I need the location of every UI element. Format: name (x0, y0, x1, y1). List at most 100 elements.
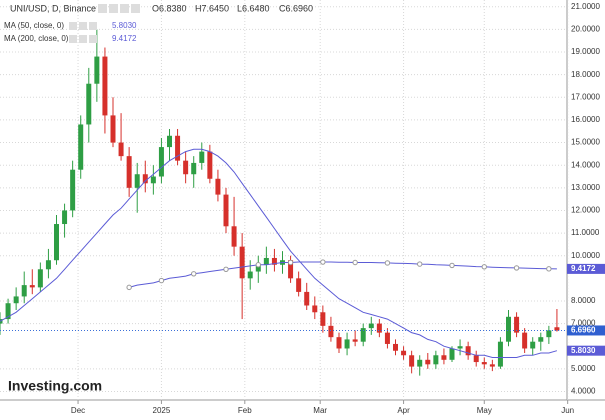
candle-body (21, 285, 27, 297)
candle-body (288, 260, 294, 279)
x-tick-label: Feb (238, 406, 252, 415)
x-tick-label: May (477, 406, 492, 415)
candle-body (368, 323, 374, 329)
ma-marker (158, 277, 165, 284)
icon[interactable] (98, 4, 107, 13)
price-badge-label: 6.6960 (571, 326, 596, 335)
plot (0, 29, 567, 376)
candle-body (409, 355, 415, 367)
candle-body (304, 291, 310, 306)
ma-marker (546, 266, 552, 272)
icon[interactable] (120, 4, 129, 13)
legend-ma50: MA (50, close, 0) (4, 21, 64, 30)
candle-body (263, 257, 269, 265)
candle-body (489, 364, 495, 367)
candle-body (37, 269, 43, 288)
candle-body (360, 328, 366, 342)
candle-body (497, 341, 503, 367)
y-tick-label: 20.0000 (571, 25, 600, 34)
candle-body (239, 246, 245, 279)
icon[interactable] (109, 4, 118, 13)
chart-title: UNI/USD, D, Binance (10, 3, 96, 13)
candle-body (150, 176, 156, 184)
icon[interactable] (131, 4, 140, 13)
legend-ma50-value: 5.8030 (112, 21, 137, 30)
y-tick-label: 8.0000 (571, 296, 596, 305)
candle-body (538, 337, 544, 342)
icon[interactable] (79, 22, 87, 30)
icon[interactable] (69, 35, 77, 43)
y-tick-label: 15.0000 (571, 138, 600, 147)
candle-body (465, 346, 471, 356)
candle-body (110, 115, 116, 143)
candle-body (191, 162, 197, 175)
candle-body (473, 355, 479, 363)
ma-marker (126, 284, 132, 291)
candle-body (522, 332, 528, 349)
icon[interactable] (79, 35, 87, 43)
candle-body (29, 285, 35, 288)
candle-body (441, 355, 447, 360)
grid (0, 0, 569, 404)
candle-body (175, 135, 181, 161)
candle-body (247, 271, 253, 279)
ma-marker (417, 261, 423, 267)
candle-body (5, 303, 11, 320)
ma-badge-label: 9.4172 (571, 264, 596, 273)
candle-body (158, 147, 164, 177)
candle-body (0, 319, 3, 324)
candle-body (336, 337, 342, 349)
ma-badge (567, 263, 605, 274)
candle-body (207, 151, 213, 179)
y-tick-label: 21.0000 (571, 2, 600, 11)
icon[interactable] (69, 22, 77, 30)
ma-badge (567, 345, 605, 356)
candle-body (554, 327, 560, 331)
x-tick-label: Dec (71, 406, 85, 415)
ma-marker (255, 262, 261, 268)
y-tick-label: 12.0000 (571, 206, 600, 215)
ohlc-low: L6.6480 (237, 3, 270, 13)
candle-body (54, 224, 59, 261)
candle-body (231, 226, 237, 247)
y-tick-label: 13.0000 (571, 183, 600, 192)
candle-body (328, 325, 334, 338)
ma-marker (223, 266, 229, 272)
ohlc-high: H7.6450 (195, 3, 229, 13)
candle-body (546, 330, 552, 338)
candle-body (530, 341, 536, 349)
candle-body (142, 174, 148, 184)
ma-marker (513, 265, 520, 271)
candle-body (449, 348, 455, 360)
candle-body (45, 260, 51, 270)
candle-body (506, 316, 511, 342)
legend-ma200: MA (200, close, 0) (4, 34, 69, 43)
x-tick-label: Jun (561, 406, 574, 415)
icon[interactable] (89, 22, 97, 30)
y-tick-label: 18.0000 (571, 70, 600, 79)
y-tick-label: 19.0000 (571, 47, 600, 56)
y-tick-label: 4.0000 (571, 387, 596, 396)
ma-marker (384, 260, 391, 266)
y-tick-label: 10.0000 (571, 251, 600, 260)
ohlc-open: O6.8380 (152, 3, 187, 13)
candle-body (167, 135, 172, 148)
candle-body (312, 305, 318, 313)
candle-body (457, 346, 463, 349)
candle-body (118, 142, 124, 157)
y-tick-label: 14.0000 (571, 160, 600, 169)
candle-body (393, 343, 398, 351)
candle-body (126, 156, 132, 188)
y-tick-label: 17.0000 (571, 92, 600, 101)
x-tick-label: Apr (397, 406, 410, 415)
candle-body (425, 359, 431, 365)
y-tick-label: 16.0000 (571, 115, 600, 124)
candle-body (86, 83, 92, 125)
watermark: Investing.com (8, 378, 102, 394)
candle-body (344, 339, 350, 349)
ma-marker (481, 264, 487, 270)
x-tick-label: 2025 (153, 406, 171, 415)
icon[interactable] (89, 35, 97, 43)
ma-line (0, 148, 558, 358)
